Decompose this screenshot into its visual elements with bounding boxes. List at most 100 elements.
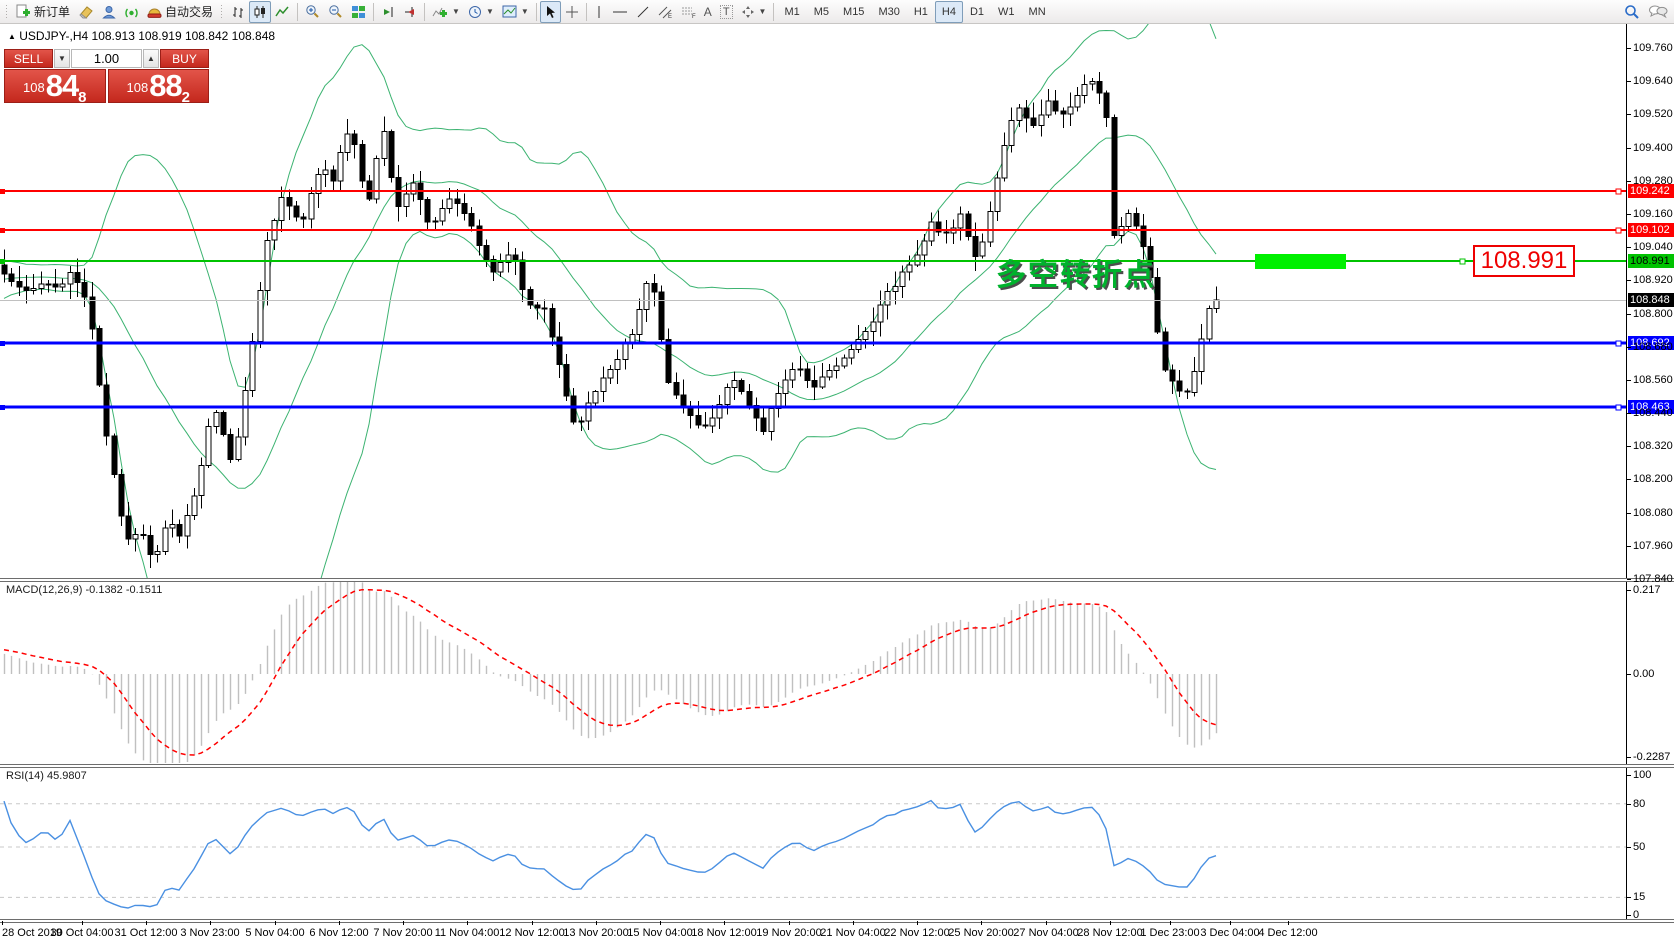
timeframe-m15-button[interactable]: M15 bbox=[843, 5, 865, 18]
price-tick-label: 109.280 bbox=[1633, 175, 1673, 187]
fibonacci-tool-button[interactable]: F bbox=[677, 1, 700, 23]
vertical-line-icon bbox=[598, 5, 600, 18]
date-tick bbox=[403, 921, 404, 925]
buy-price[interactable]: 108 88 2 bbox=[107, 69, 209, 105]
zoom-in-icon bbox=[306, 5, 319, 18]
auto-scroll-button[interactable] bbox=[377, 1, 399, 23]
date-label: 27 Nov 04:00 bbox=[1013, 927, 1079, 939]
timeframe-mn-button[interactable]: MN bbox=[1028, 5, 1046, 18]
hline-anchor[interactable] bbox=[1615, 227, 1622, 234]
trendline-tool-button[interactable] bbox=[632, 1, 654, 23]
zoom-out-button[interactable] bbox=[324, 1, 347, 23]
price-tick-dash bbox=[1627, 114, 1631, 115]
hline-anchor[interactable] bbox=[0, 341, 5, 346]
channel-tool-button[interactable]: E bbox=[654, 1, 677, 23]
bar-chart-button[interactable] bbox=[227, 1, 249, 23]
rsi-tick-dash bbox=[1627, 804, 1631, 805]
timeframe-m30-button[interactable]: M30 bbox=[878, 5, 900, 18]
collapse-arrow-icon[interactable]: ▲ bbox=[8, 32, 16, 41]
hline-anchor[interactable] bbox=[0, 228, 5, 233]
price-tick-dash bbox=[1627, 148, 1631, 149]
timeframe-h1-button[interactable]: H1 bbox=[913, 5, 928, 18]
vertical-line-tool-button[interactable] bbox=[590, 1, 608, 23]
price-tick-label: 109.640 bbox=[1633, 75, 1673, 87]
date-label: 30 Oct 04:00 bbox=[50, 927, 114, 939]
chat-button[interactable] bbox=[1644, 1, 1672, 23]
date-tick bbox=[275, 921, 276, 925]
tile-windows-button[interactable] bbox=[347, 1, 370, 23]
date-label: 11 Nov 04:00 bbox=[434, 927, 500, 939]
buy-button[interactable]: BUY bbox=[160, 49, 209, 68]
toolbar-grip[interactable] bbox=[220, 3, 225, 20]
eraser-button[interactable] bbox=[74, 1, 98, 23]
sell-button[interactable]: SELL bbox=[4, 49, 53, 68]
hline-anchor[interactable] bbox=[0, 189, 5, 194]
text-label-tool-button[interactable]: T bbox=[716, 1, 737, 23]
crosshair-icon bbox=[565, 5, 578, 18]
cursor-tool-button[interactable] bbox=[539, 0, 561, 23]
templates-button[interactable]: ▼ bbox=[498, 1, 533, 23]
date-label: 31 Oct 12:00 bbox=[114, 927, 178, 939]
price-axis[interactable] bbox=[1626, 24, 1674, 921]
price-tick-dash bbox=[1627, 380, 1631, 381]
date-label: 21 Nov 04:00 bbox=[820, 927, 886, 939]
macd-histogram bbox=[3, 581, 1218, 763]
macd-tick-label: 0.217 bbox=[1633, 584, 1661, 596]
horizontal-line-tool-button[interactable] bbox=[608, 1, 632, 23]
search-button[interactable] bbox=[1620, 1, 1644, 23]
rsi-tick-label: 15 bbox=[1633, 891, 1646, 903]
hline-anchor[interactable] bbox=[1615, 340, 1622, 347]
text-tool-button[interactable]: A bbox=[700, 1, 716, 23]
timeframe-w1-button[interactable]: W1 bbox=[998, 5, 1015, 18]
hline-anchor[interactable] bbox=[1459, 258, 1466, 265]
price-axis-border bbox=[1626, 24, 1627, 921]
timeframe-m5-button[interactable]: M5 bbox=[813, 5, 830, 18]
date-label: 12 Nov 12:00 bbox=[499, 927, 565, 939]
volume-input[interactable]: 1.00 bbox=[71, 49, 142, 68]
candlestick-chart-button[interactable] bbox=[249, 0, 272, 23]
hline-anchor[interactable] bbox=[1615, 404, 1622, 411]
timeframe-h4-button[interactable]: H4 bbox=[934, 0, 963, 23]
profile-button[interactable] bbox=[98, 1, 120, 23]
annotation-text[interactable]: 多空转折点 bbox=[996, 259, 1156, 292]
signals-icon bbox=[125, 8, 138, 17]
autotrading-button[interactable]: 自动交易 bbox=[143, 1, 217, 23]
new-order-icon bbox=[16, 4, 30, 18]
date-tick bbox=[660, 921, 661, 925]
price-tick-dash bbox=[1627, 579, 1631, 580]
price-tick-dash bbox=[1627, 314, 1631, 315]
zoom-in-button[interactable] bbox=[301, 1, 324, 23]
macd-tick-label: -0.2287 bbox=[1633, 751, 1671, 763]
crosshair-tool-button[interactable] bbox=[561, 1, 583, 23]
sell-price[interactable]: 108 84 8 bbox=[4, 69, 106, 105]
price-callout-label[interactable]: 108.991 bbox=[1473, 245, 1575, 277]
hline-anchor[interactable] bbox=[0, 259, 5, 264]
line-chart-button[interactable] bbox=[271, 1, 294, 23]
signals-button[interactable] bbox=[120, 1, 143, 23]
volume-decrease-button[interactable]: ▼ bbox=[54, 49, 70, 68]
bollinger-lower bbox=[3, 230, 1217, 579]
highlight-rectangle[interactable] bbox=[1255, 254, 1346, 269]
line-chart-icon bbox=[275, 6, 289, 16]
timeframe-d1-button[interactable]: D1 bbox=[969, 5, 985, 18]
chart-shift-button[interactable] bbox=[399, 1, 421, 23]
volume-increase-button[interactable]: ▲ bbox=[143, 49, 159, 68]
eraser-icon bbox=[79, 5, 93, 19]
new-order-button[interactable]: 新订单 bbox=[12, 1, 74, 23]
candlestick-chart-icon bbox=[254, 5, 266, 18]
price-tick-label: 108.920 bbox=[1633, 274, 1673, 286]
indicators-button[interactable]: ▼ bbox=[428, 1, 464, 23]
toolbar-grip[interactable] bbox=[5, 3, 9, 20]
panel-separator-rsi[interactable] bbox=[0, 764, 1674, 768]
panel-separator-macd[interactable] bbox=[0, 578, 1674, 582]
arrows-tool-button[interactable]: ▼ bbox=[737, 1, 771, 23]
auto-scroll-icon bbox=[384, 6, 393, 17]
hline-anchor[interactable] bbox=[1615, 188, 1622, 195]
timeframe-m1-button[interactable]: M1 bbox=[784, 5, 800, 18]
toolbar-separator bbox=[535, 2, 537, 21]
periods-button[interactable]: ▼ bbox=[464, 1, 498, 23]
price-tick-dash bbox=[1627, 546, 1631, 547]
hline-anchor[interactable] bbox=[0, 405, 5, 410]
